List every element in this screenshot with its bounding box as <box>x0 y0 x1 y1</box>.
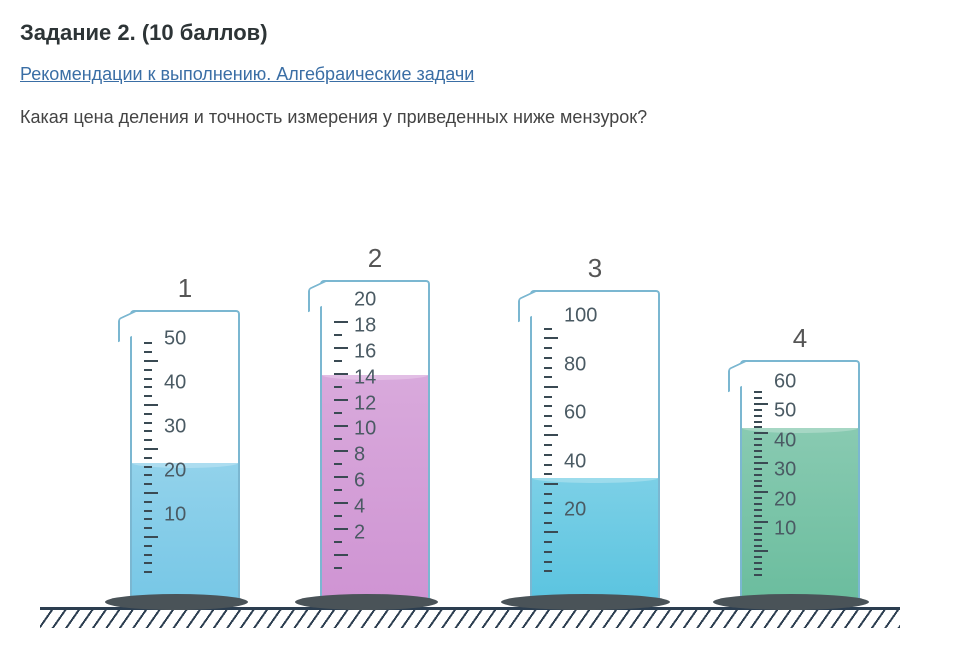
tick-label: 20 <box>354 288 376 311</box>
tick-label: 6 <box>354 470 365 493</box>
tick-label: 30 <box>774 459 796 482</box>
tick-label: 60 <box>564 402 586 425</box>
recommendations-link[interactable]: Рекомендации к выполнению. Алгебраически… <box>20 64 474 85</box>
tick-label: 40 <box>564 450 586 473</box>
cylinder-1: 1 10 20 30 40 50 <box>130 273 240 610</box>
tick-label: 20 <box>564 499 586 522</box>
cylinder-base <box>501 594 670 610</box>
cylinder-2: 2 2 4 6 8 10 12 14 16 18 20 <box>320 243 430 610</box>
tick-label: 16 <box>354 340 376 363</box>
tick-label: 4 <box>354 496 365 519</box>
scale: 102030405060 <box>754 392 870 582</box>
tick-label: 80 <box>564 353 586 376</box>
cylinder-3: 3 20 40 60 80 100 <box>530 253 660 610</box>
tick-label: 100 <box>564 305 597 328</box>
cylinder-label: 1 <box>130 273 240 304</box>
cylinder-label: 2 <box>320 243 430 274</box>
scale: 20406080100 <box>544 322 670 582</box>
tick-label: 20 <box>164 460 186 483</box>
scale: 1020304050 <box>144 342 250 582</box>
tick-label: 40 <box>164 372 186 395</box>
tick-label: 30 <box>164 416 186 439</box>
cylinder-base <box>295 594 438 610</box>
tick-label: 10 <box>774 518 796 541</box>
question-text: Какая цена деления и точность измерения … <box>20 107 955 128</box>
cylinder-4: 4 10 20 30 40 50 60 <box>740 323 860 610</box>
cylinders-diagram: 1 10 20 30 40 50 2 2 4 6 8 10 12 14 16 18 20 3 20 40 60 80 100… <box>20 198 920 628</box>
tick-label: 20 <box>774 488 796 511</box>
tick-label: 2 <box>354 522 365 545</box>
tick-label: 14 <box>354 366 376 389</box>
tick-label: 40 <box>774 429 796 452</box>
tick-label: 60 <box>774 370 796 393</box>
scale: 2468101214161820 <box>334 312 440 582</box>
tick-label: 50 <box>774 400 796 423</box>
cylinder-base <box>713 594 869 610</box>
tick-label: 12 <box>354 392 376 415</box>
tick-label: 8 <box>354 444 365 467</box>
tick-label: 50 <box>164 328 186 351</box>
cylinder-label: 4 <box>740 323 860 354</box>
tick-label: 10 <box>164 504 186 527</box>
cylinder-base <box>105 594 248 610</box>
ground-line <box>40 607 900 628</box>
tick-label: 10 <box>354 418 376 441</box>
tick-label: 18 <box>354 314 376 337</box>
cylinder-label: 3 <box>530 253 660 284</box>
task-heading: Задание 2. (10 баллов) <box>20 20 955 46</box>
